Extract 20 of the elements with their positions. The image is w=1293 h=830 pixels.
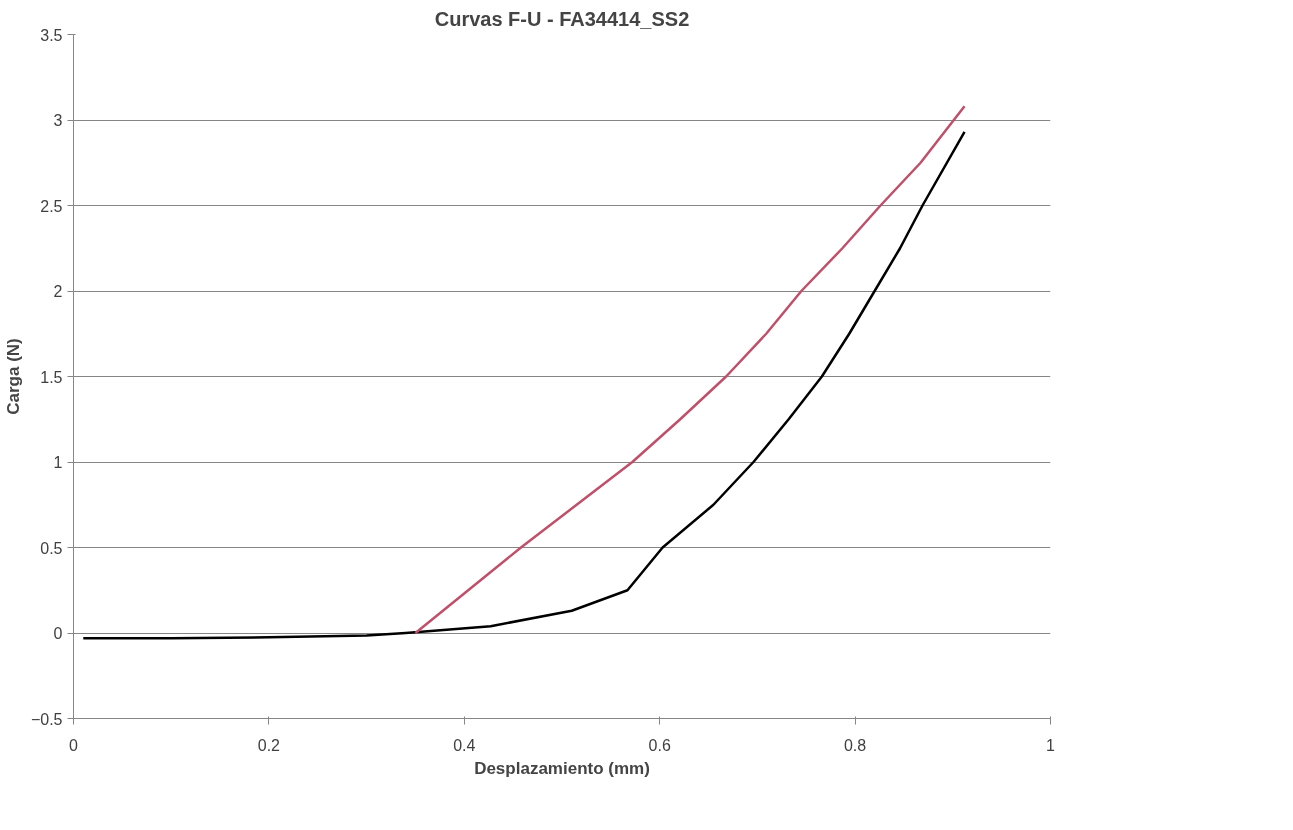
x-axis-title: Desplazamiento (mm) (474, 758, 650, 778)
y-axis-title: Carga (N) (3, 338, 23, 415)
x-tick-label: 1 (1046, 736, 1056, 754)
y-tick-label: 1.5 (40, 368, 63, 386)
y-tick-label: 2 (53, 283, 63, 300)
x-tick-label: 0 (69, 736, 79, 754)
y-tick-label: −0.5 (30, 710, 63, 728)
line-series (82, 130, 966, 640)
y-tick-label: 0.5 (40, 539, 63, 557)
y-tick-label: 2.5 (40, 197, 63, 215)
x-tick-label: 0.2 (257, 736, 281, 754)
x-tick-label: 0.8 (843, 736, 867, 754)
x-tick-label: 0.4 (453, 736, 476, 754)
x-tick-label: 0.6 (648, 736, 671, 754)
y-tick-label: 1 (53, 454, 63, 471)
y-tick-label: 0 (53, 625, 63, 642)
chart-title: Curvas F-U - FA34414_SS2 (434, 7, 690, 30)
y-tick-label: 3 (53, 112, 63, 129)
y-tick-label: 3.5 (40, 26, 63, 44)
line-series (414, 105, 966, 635)
